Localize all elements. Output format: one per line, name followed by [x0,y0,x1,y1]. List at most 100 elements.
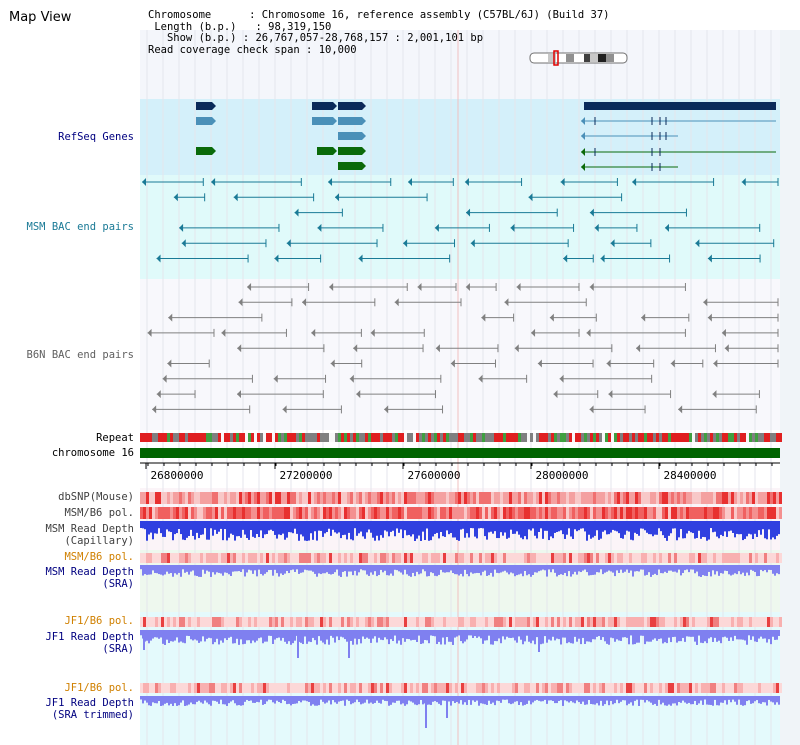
depth-bar [264,630,266,642]
repeat-segment [740,433,743,442]
repeat-segment [230,433,233,442]
heat-cell [179,617,182,627]
depth-bar [544,565,546,571]
depth-bar [500,521,502,533]
depth-bar [764,696,766,703]
repeat-segment [470,433,473,442]
heat-cell [593,683,596,693]
heat-cell [521,553,524,563]
label-refseq-genes[interactable]: RefSeq Genes [58,131,134,143]
depth-bar [422,696,424,705]
heat-cell [317,617,320,627]
heat-cell [254,617,257,627]
repeat-segment [437,433,440,442]
gene-arrow [333,147,337,155]
depth-bar [580,565,582,573]
heat-cell [749,553,752,563]
depth-bar [356,630,358,645]
depth-bar [684,565,686,571]
msm-bac-end [179,223,184,232]
heat-cell [413,683,416,693]
label-jf1-depth-trimmed[interactable]: JF1 Read Depth (SRA trimmed) [45,697,134,721]
depth-bar [670,565,672,571]
heat-cell [470,617,473,627]
repeat-segment [590,433,593,442]
heat-cell [650,553,653,563]
heat-cell [347,553,350,563]
track-label-column [0,30,140,745]
label-jf1-b6-pol[interactable]: JF1/B6 pol. [64,615,134,627]
label-msm-depth-sra[interactable]: MSM Read Depth (SRA) [45,566,134,590]
depth-bar [204,565,206,574]
heat-cell [272,492,275,504]
depth-bar [164,521,166,537]
heat-cell [497,507,500,519]
depth-bar [716,696,718,706]
label-dbsnp[interactable]: dbSNP(Mouse) [58,491,134,503]
heat-cell [656,617,659,627]
depth-bar [512,630,514,638]
heat-cell [224,492,227,504]
label-msm-b6-pol[interactable]: MSM/B6 pol. [64,507,134,519]
label-msm-depth-capillary[interactable]: MSM Read Depth (Capillary) [45,523,134,547]
depth-bar [752,696,754,704]
heat-cell [566,492,569,504]
repeat-segment [233,433,236,442]
heat-cell [248,617,251,627]
heat-cell [191,507,194,519]
repeat-segment [725,433,728,442]
heat-cell [461,553,464,563]
heat-cell [449,553,452,563]
heat-cell [425,507,428,519]
label-msm-b6-pol-2[interactable]: MSM/B6 pol. [64,551,134,563]
b6n-bac-end [636,344,641,353]
depth-bar [264,565,266,574]
heat-cell [434,683,437,693]
depth-bar [592,696,594,705]
depth-bar [296,521,298,534]
heat-cell [227,553,230,563]
heat-cell [419,683,422,693]
label-jf1-depth-sra[interactable]: JF1 Read Depth (SRA) [45,631,134,655]
heat-cell [452,553,455,563]
label-repeat[interactable]: Repeat [96,432,134,444]
heat-cell [560,553,563,563]
heat-cell [581,553,584,563]
label-chromosome[interactable]: chromosome 16 [51,447,134,459]
depth-bar [600,521,602,539]
depth-bar [602,696,604,706]
heat-cell [743,683,746,693]
depth-bar [156,630,158,638]
depth-bar [140,630,142,636]
label-jf1-b6-pol-2[interactable]: JF1/B6 pol. [64,682,134,694]
heat-cell [374,617,377,627]
heat-cell [734,507,737,519]
heat-cell [728,553,731,563]
heat-cell [500,492,503,504]
heat-cell [320,507,323,519]
label-msm-bac[interactable]: MSM BAC end pairs [26,221,134,233]
depth-bar [418,565,420,575]
heat-cell [380,492,383,504]
depth-spike [348,630,350,658]
heat-cell [614,507,617,519]
depth-bar [332,521,334,530]
depth-bar [208,521,210,540]
repeat-segment [758,433,761,442]
heat-cell [230,492,233,504]
b6n-bac-end [531,328,536,337]
depth-bar [264,696,266,704]
depth-bar [654,630,656,639]
heat-cell [620,683,623,693]
heat-cell [347,617,350,627]
depth-bar [716,565,718,572]
heat-cell [545,683,548,693]
label-b6n-bac[interactable]: B6N BAC end pairs [26,349,134,361]
repeat-segment [518,433,521,442]
depth-bar [334,696,336,703]
heat-cell [656,507,659,519]
repeat-segment [533,433,536,442]
heat-cell [479,492,482,504]
depth-bar [160,630,162,638]
depth-bar [746,521,748,537]
